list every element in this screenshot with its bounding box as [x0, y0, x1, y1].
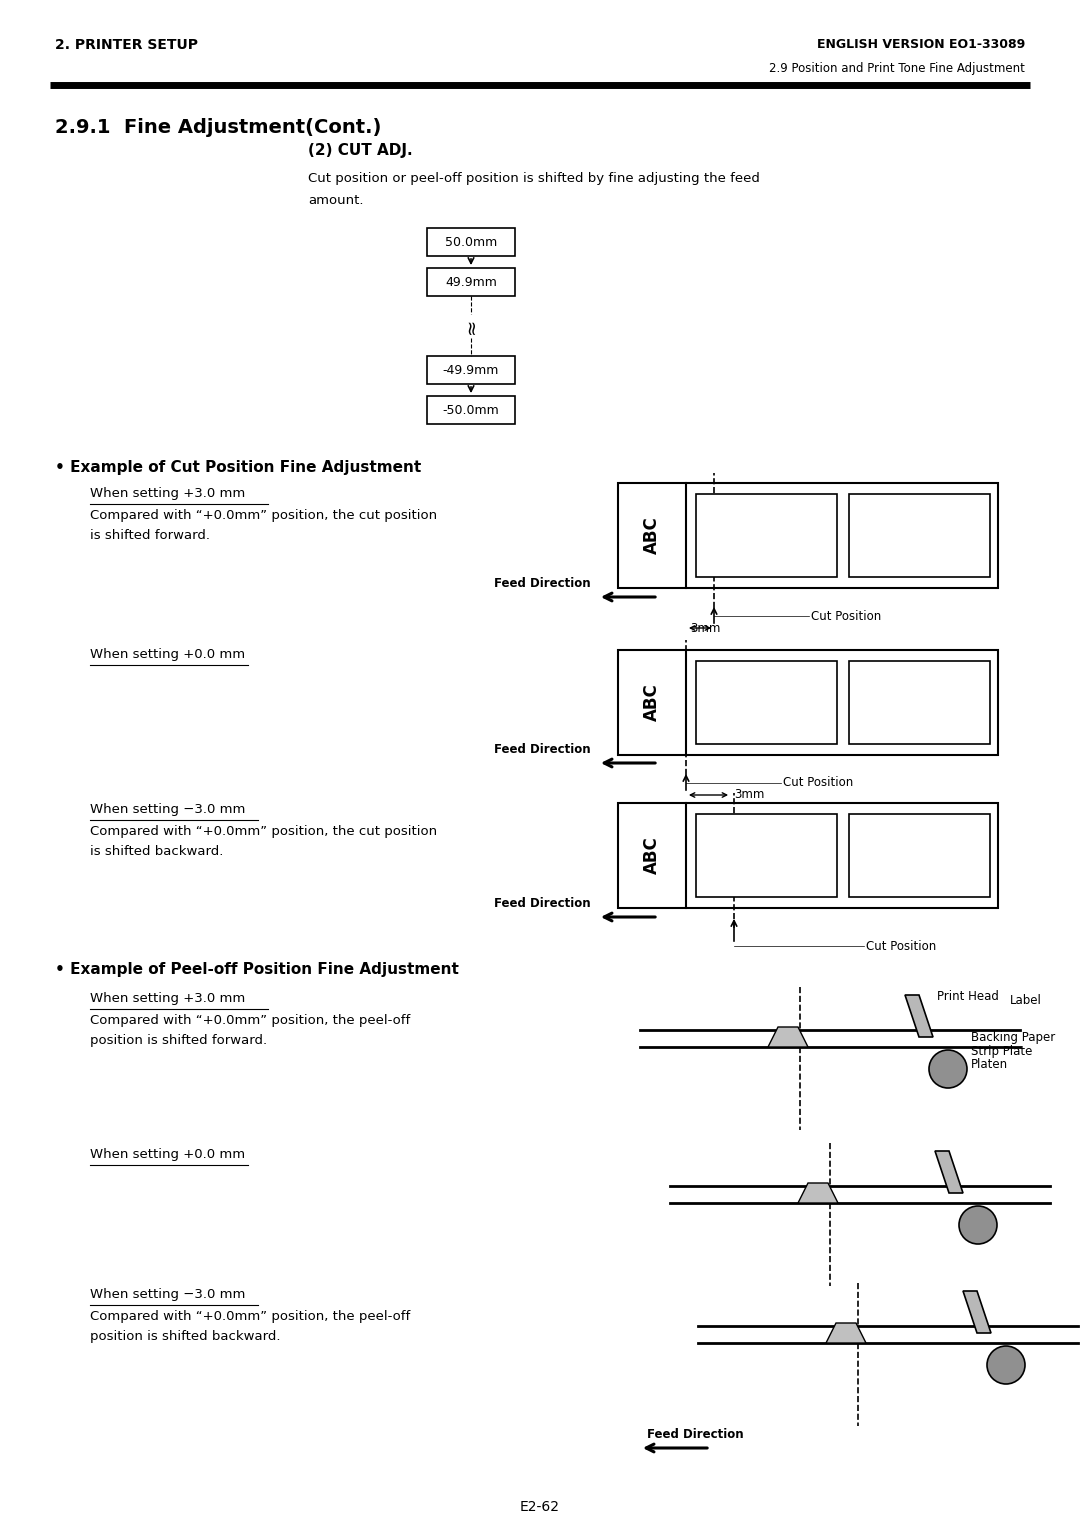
Bar — [849, 814, 990, 897]
Circle shape — [987, 1346, 1025, 1384]
Text: Feed Direction: Feed Direction — [494, 578, 591, 590]
Text: When setting +3.0 mm: When setting +3.0 mm — [90, 487, 245, 500]
Polygon shape — [935, 1151, 963, 1193]
Text: position is shifted backward.: position is shifted backward. — [90, 1329, 281, 1343]
Polygon shape — [798, 1183, 838, 1203]
Text: ABC: ABC — [643, 837, 661, 874]
Text: Cut position or peel-off position is shifted by fine adjusting the feed: Cut position or peel-off position is shi… — [308, 173, 760, 185]
Text: 3mm: 3mm — [734, 788, 765, 802]
Text: Strip Plate: Strip Plate — [971, 1045, 1032, 1057]
Text: When setting +3.0 mm: When setting +3.0 mm — [90, 992, 245, 1005]
Text: 3mm: 3mm — [690, 622, 720, 634]
Text: Cut Position: Cut Position — [811, 610, 881, 622]
Text: Cut Position: Cut Position — [866, 940, 936, 952]
Text: • Example of Peel-off Position Fine Adjustment: • Example of Peel-off Position Fine Adju… — [55, 963, 459, 976]
Text: 2. PRINTER SETUP: 2. PRINTER SETUP — [55, 38, 198, 52]
Bar — [427, 356, 515, 384]
Bar — [849, 662, 990, 744]
Text: Print Head: Print Head — [937, 990, 999, 1004]
Text: is shifted forward.: is shifted forward. — [90, 529, 210, 542]
Text: Platen: Platen — [971, 1057, 1008, 1071]
Text: Compared with “+0.0mm” position, the peel-off: Compared with “+0.0mm” position, the pee… — [90, 1309, 410, 1323]
Text: ENGLISH VERSION EO1-33089: ENGLISH VERSION EO1-33089 — [816, 38, 1025, 50]
Bar — [696, 814, 837, 897]
Text: 2.9 Position and Print Tone Fine Adjustment: 2.9 Position and Print Tone Fine Adjustm… — [769, 63, 1025, 75]
Polygon shape — [826, 1323, 866, 1343]
Text: Backing Paper: Backing Paper — [971, 1031, 1055, 1045]
Text: 2.9.1  Fine Adjustment(Cont.): 2.9.1 Fine Adjustment(Cont.) — [55, 118, 381, 138]
Bar — [427, 267, 515, 296]
Text: When setting +0.0 mm: When setting +0.0 mm — [90, 648, 245, 662]
Text: ABC: ABC — [643, 516, 661, 555]
Text: 49.9mm: 49.9mm — [445, 275, 497, 289]
Text: Compared with “+0.0mm” position, the cut position: Compared with “+0.0mm” position, the cut… — [90, 825, 437, 837]
Text: is shifted backward.: is shifted backward. — [90, 845, 224, 859]
Text: amount.: amount. — [308, 194, 364, 206]
Text: 50.0mm: 50.0mm — [445, 235, 497, 249]
Text: ≈: ≈ — [461, 318, 481, 335]
Bar — [696, 662, 837, 744]
Text: ABC: ABC — [643, 683, 661, 721]
Text: • Example of Cut Position Fine Adjustment: • Example of Cut Position Fine Adjustmen… — [55, 460, 421, 475]
Circle shape — [959, 1206, 997, 1244]
Bar — [618, 649, 998, 755]
Text: When setting +0.0 mm: When setting +0.0 mm — [90, 1148, 245, 1161]
Text: Feed Direction: Feed Direction — [494, 743, 591, 756]
Polygon shape — [768, 1027, 808, 1047]
Text: Compared with “+0.0mm” position, the cut position: Compared with “+0.0mm” position, the cut… — [90, 509, 437, 523]
Bar — [849, 494, 990, 578]
Bar — [427, 228, 515, 257]
Text: Feed Direction: Feed Direction — [494, 897, 591, 911]
Text: (2) CUT ADJ.: (2) CUT ADJ. — [308, 144, 413, 157]
Text: -49.9mm: -49.9mm — [443, 364, 499, 376]
Bar — [427, 396, 515, 423]
Text: Cut Position: Cut Position — [783, 776, 853, 790]
Bar — [618, 483, 998, 588]
Text: position is shifted forward.: position is shifted forward. — [90, 1034, 267, 1047]
Bar — [618, 804, 998, 908]
Text: Compared with “+0.0mm” position, the peel-off: Compared with “+0.0mm” position, the pee… — [90, 1015, 410, 1027]
Bar — [696, 494, 837, 578]
Text: Feed Direction: Feed Direction — [647, 1429, 743, 1441]
Polygon shape — [905, 995, 933, 1038]
Text: E2-62: E2-62 — [519, 1500, 561, 1514]
Text: -50.0mm: -50.0mm — [443, 403, 499, 417]
Circle shape — [929, 1050, 967, 1088]
Text: When setting −3.0 mm: When setting −3.0 mm — [90, 1288, 245, 1300]
Text: When setting −3.0 mm: When setting −3.0 mm — [90, 804, 245, 816]
Polygon shape — [963, 1291, 991, 1332]
Text: Label: Label — [1010, 993, 1042, 1007]
